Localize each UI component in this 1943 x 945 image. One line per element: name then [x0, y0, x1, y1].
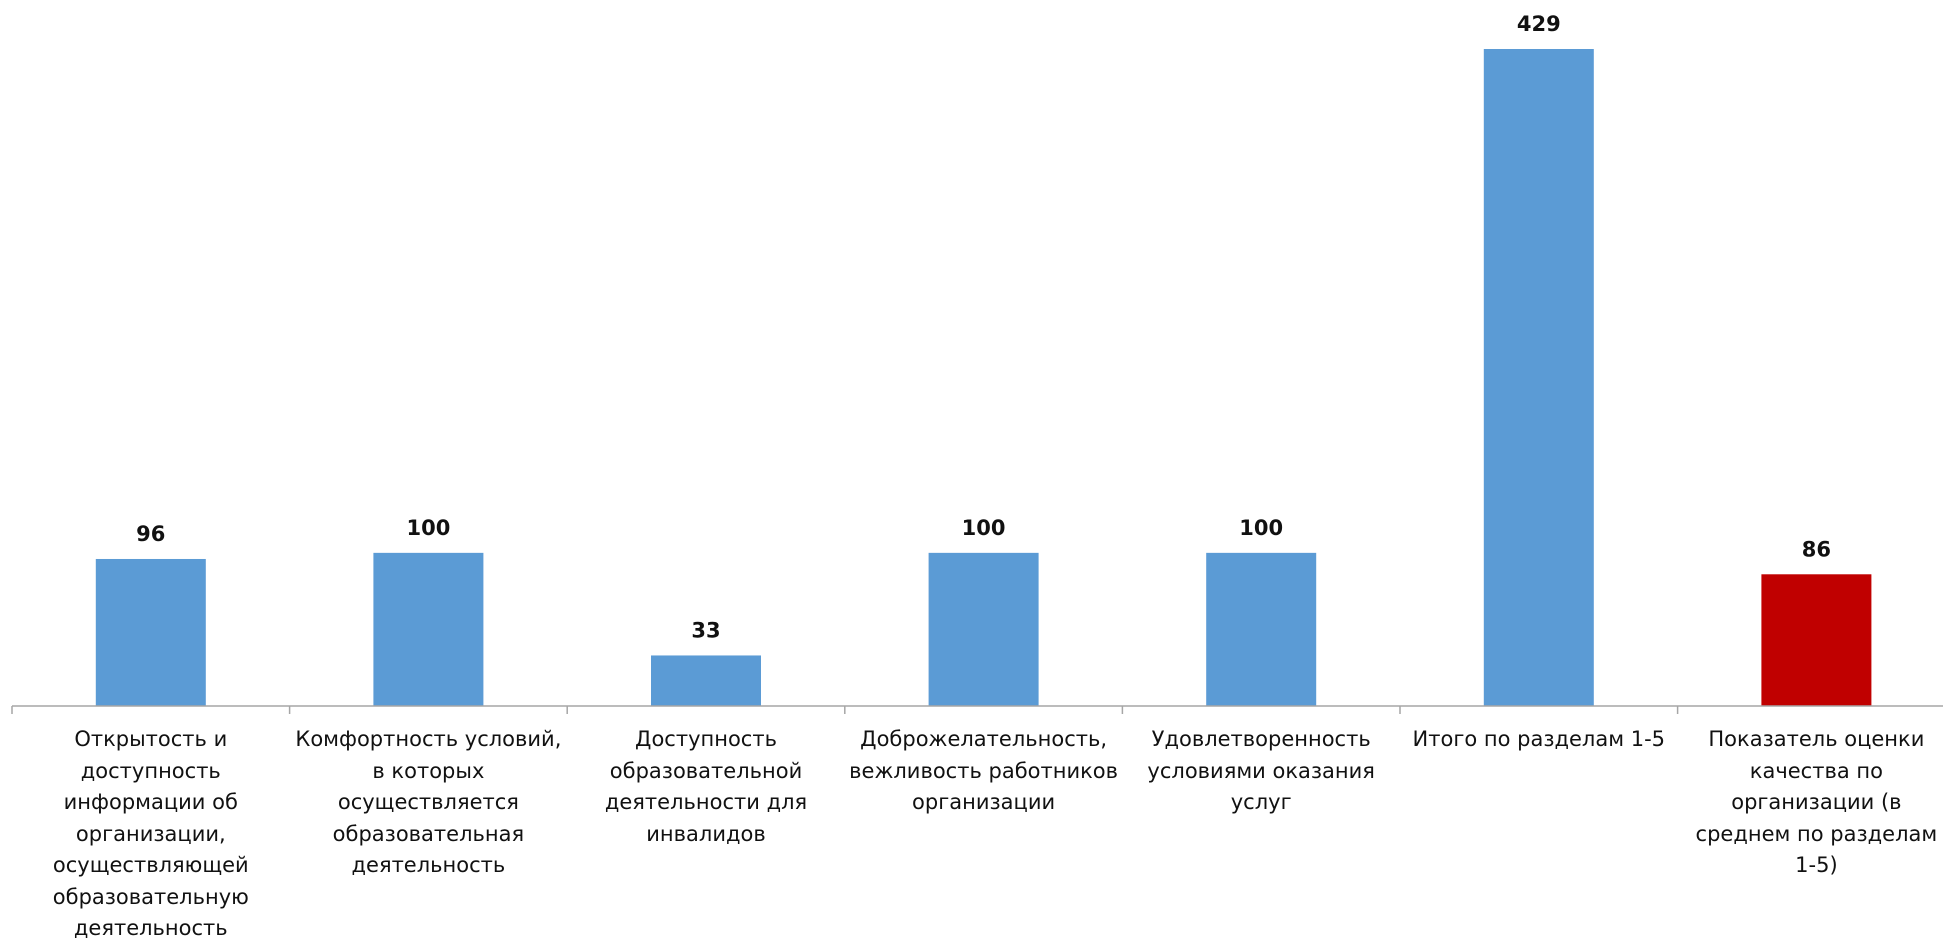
category-label-line: организации (в: [1731, 790, 1902, 814]
bars-group: [95, 49, 1872, 706]
category-label-line: деятельность: [351, 853, 506, 877]
category-label-line: осуществляется: [337, 790, 519, 814]
category-label: Показатель оценки качества по организации …: [1681, 724, 1943, 882]
category-label-line: в которых: [372, 758, 485, 783]
category-label-line: Доступность: [635, 727, 777, 751]
category-label: Итого по разделам 1-5: [1404, 724, 1674, 756]
bar: [928, 552, 1039, 706]
category-label-line: среднем по разделам: [1695, 821, 1938, 846]
bar: [1206, 552, 1317, 706]
category-label-line: условиями оказания: [1147, 758, 1375, 783]
category-label-line: Удовлетворенность: [1151, 727, 1371, 751]
bar: [373, 552, 484, 706]
bar: [95, 558, 206, 706]
bar: [1483, 49, 1594, 706]
data-label: 100: [1239, 516, 1283, 540]
x-axis: [11, 705, 1943, 714]
category-label-line: деятельность: [73, 916, 228, 940]
data-label: 33: [691, 618, 720, 642]
category-label-line: Доброжелательность,: [860, 727, 1108, 751]
category-label: Доступность образовательной деятельности д…: [571, 724, 841, 850]
data-label: 86: [1802, 537, 1831, 561]
bar: [1761, 574, 1872, 706]
category-label-line: образовательную: [52, 884, 249, 909]
category-label: Комфортность условий, в которых осуществля…: [293, 724, 563, 882]
category-label-line: образовательная: [332, 821, 525, 846]
category-label: Удовлетворенность условиями оказания услуг: [1126, 724, 1396, 819]
category-label-line: организации,: [75, 821, 226, 846]
category-label-line: Открытость и: [74, 727, 228, 751]
category-label-line: доступность: [80, 758, 221, 783]
data-label: 429: [1517, 12, 1561, 36]
category-label-line: Итого по разделам 1-5: [1412, 727, 1666, 751]
category-label-line: услуг: [1230, 790, 1292, 814]
category-label-line: деятельности для: [604, 790, 808, 814]
category-label: Доброжелательность, вежливость работников…: [849, 724, 1119, 819]
category-label-line: образовательной: [609, 758, 803, 783]
category-label-line: 1-5): [1795, 853, 1838, 877]
data-labels-group: 96 100 33 100 100 429 86: [136, 12, 1831, 642]
category-label-line: организации: [912, 790, 1056, 814]
category-label-line: Комфортность условий,: [295, 727, 562, 751]
category-label-line: информации об: [63, 790, 238, 814]
category-label: Открытость и доступность информации об орга…: [16, 724, 286, 945]
category-label-line: качества по: [1749, 758, 1883, 783]
data-label: 100: [962, 516, 1006, 540]
category-label-line: вежливость работников: [849, 758, 1119, 783]
bar: [651, 655, 761, 706]
data-label: 100: [406, 516, 450, 540]
data-label: 96: [136, 522, 165, 546]
category-label-line: Показатель оценки: [1708, 727, 1925, 751]
category-label-line: инвалидов: [646, 821, 766, 846]
category-label-line: осуществляющей: [52, 853, 249, 877]
